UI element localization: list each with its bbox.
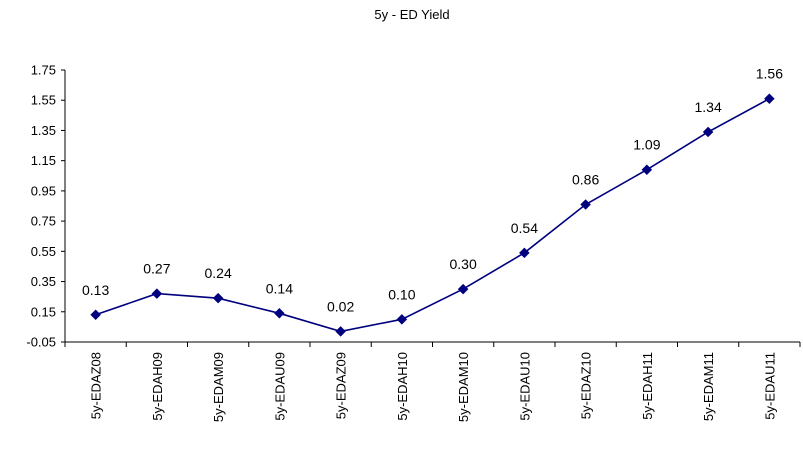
x-category-label: 5y-EDAH10: [395, 352, 410, 421]
x-category-label: 5y-EDAU09: [272, 352, 287, 421]
x-category-label: 5y-EDAZ08: [89, 352, 104, 419]
y-tick-label: 0.75: [31, 214, 56, 229]
x-category-label: 5y-EDAU11: [762, 352, 777, 420]
x-category-label: 5y-EDAM11: [701, 352, 716, 421]
y-tick-label: 0.35: [31, 274, 56, 289]
y-tick-label: -0.05: [26, 335, 56, 350]
x-category-label: 5y-EDAH11: [640, 352, 655, 420]
data-point-marker: [396, 313, 408, 325]
data-label: 0.27: [143, 261, 170, 277]
y-tick-label: 0.95: [31, 183, 56, 198]
data-label: 0.24: [205, 265, 232, 281]
data-point-marker: [212, 292, 224, 304]
x-category-label: 5y-EDAU10: [517, 352, 532, 421]
data-point-marker: [764, 93, 775, 105]
data-point-marker: [702, 126, 714, 138]
data-label: 1.56: [756, 66, 783, 82]
data-point-marker: [519, 247, 530, 259]
data-label: 0.14: [266, 280, 293, 296]
data-point-marker: [151, 288, 163, 299]
data-label: 1.09: [633, 137, 660, 153]
data-label: 0.30: [450, 256, 477, 272]
y-tick-label: 1.35: [31, 123, 56, 138]
y-tick-label: 0.15: [31, 304, 56, 319]
data-point-marker: [90, 309, 101, 321]
data-point-marker: [274, 307, 285, 319]
data-label: 0.02: [327, 298, 354, 314]
y-tick-label: 1.55: [31, 93, 56, 108]
x-category-label: 5y-EDAZ10: [579, 352, 594, 419]
data-label: 0.86: [572, 171, 599, 187]
data-label: 1.34: [695, 99, 722, 115]
y-tick-label: 1.75: [31, 63, 56, 78]
data-point-marker: [580, 199, 591, 210]
x-category-label: 5y-EDAM10: [456, 352, 471, 422]
data-point-marker: [641, 164, 653, 176]
data-point-marker: [457, 283, 469, 295]
data-label: 0.54: [511, 220, 538, 236]
x-category-label: 5y-EDAZ09: [334, 352, 349, 419]
y-tick-label: 0.55: [31, 244, 56, 259]
series-line: [95, 97, 770, 333]
x-category-label: 5y-EDAH09: [150, 352, 165, 421]
chart-title: 5y - ED Yield: [374, 7, 449, 22]
data-label: 0.10: [388, 286, 415, 302]
data-label: 0.13: [82, 282, 109, 298]
data-point-marker: [335, 326, 346, 337]
y-tick-label: 1.15: [31, 153, 56, 168]
x-category-label: 5y-EDAM09: [211, 352, 226, 422]
